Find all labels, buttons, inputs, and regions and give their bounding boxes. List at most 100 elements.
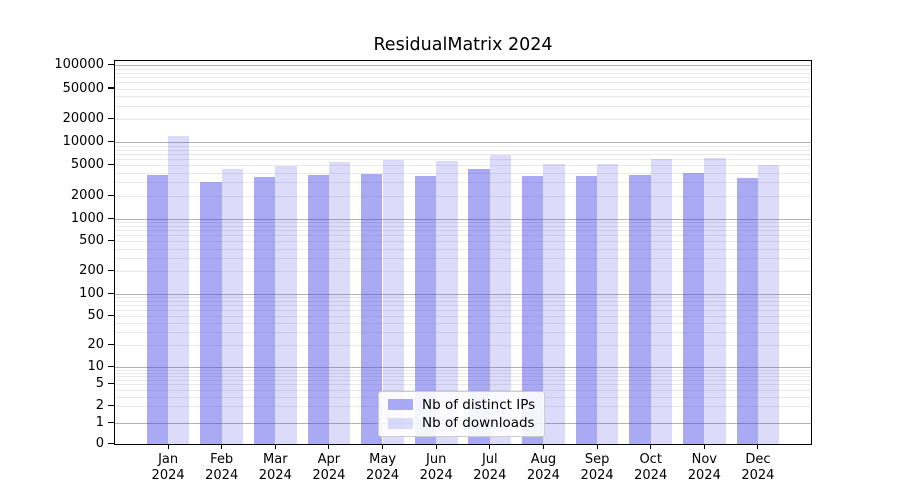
legend-label: Nb of downloads (422, 415, 535, 432)
y-tick-label: 5 (95, 376, 104, 391)
x-tick-label: May 2024 (366, 451, 400, 483)
x-tick-mark (167, 443, 169, 449)
grid-line-major (115, 293, 811, 295)
legend-item: Nb of distinct IPs (388, 397, 535, 413)
x-tick-mark (435, 443, 437, 449)
plot-inner (115, 61, 811, 444)
legend-item: Nb of downloads (388, 415, 535, 431)
grid-line-major (115, 142, 811, 143)
legend-swatch-downloads (388, 417, 413, 429)
x-tick-label: Dec 2024 (741, 451, 775, 483)
x-tick-label: Jul 2024 (473, 451, 507, 483)
y-tick-label: 10000 (62, 134, 104, 149)
grid-line-minor (115, 322, 811, 324)
grid-line-minor (115, 372, 811, 374)
bar-downloads (328, 162, 351, 444)
bar-distinct-ips (361, 173, 383, 444)
y-tick-mark (108, 240, 114, 242)
y-tick-label: 1 (95, 415, 104, 431)
x-tick-mark (757, 443, 759, 449)
grid-line-minor (115, 271, 811, 273)
grid-line-minor (115, 389, 811, 391)
bar-distinct-ips (522, 176, 544, 444)
x-tick-label: Sep 2024 (580, 451, 614, 483)
bar-distinct-ips (200, 182, 222, 444)
grid-line-minor (115, 68, 811, 70)
x-tick-mark (382, 443, 384, 449)
bar-downloads (543, 163, 565, 444)
grid-line-minor (115, 310, 811, 311)
y-tick-mark (108, 344, 114, 346)
grid-line-minor (115, 82, 811, 84)
y-tick-mark (108, 405, 114, 407)
bar-downloads (221, 169, 244, 444)
bar-downloads (436, 161, 458, 444)
bar-distinct-ips (307, 175, 329, 444)
grid-line-minor (115, 375, 811, 377)
x-tick-label: Jan 2024 (151, 451, 185, 483)
x-tick-mark (274, 443, 276, 449)
y-tick-mark (108, 140, 114, 143)
bar-downloads (650, 158, 673, 444)
grid-line-minor (115, 305, 811, 307)
x-tick-label: Mar 2024 (258, 451, 292, 483)
grid-line-minor (115, 315, 811, 317)
y-tick-label: 200 (79, 263, 104, 279)
bar-distinct-ips (629, 174, 651, 444)
grid-line-minor (115, 72, 811, 74)
grid-line-minor (115, 241, 811, 243)
y-tick-mark (108, 194, 114, 196)
grid-line-minor (115, 379, 811, 381)
x-tick-label: Jun 2024 (419, 451, 453, 483)
grid-line-major (115, 367, 811, 369)
bar-downloads (704, 158, 726, 444)
bar-distinct-ips (575, 176, 597, 444)
bar-distinct-ips (682, 173, 705, 444)
x-tick-mark (328, 443, 330, 449)
y-tick-label: 0 (95, 436, 104, 451)
grid-line-minor (115, 159, 811, 160)
bar-downloads (382, 159, 404, 444)
y-tick-label: 50000 (62, 80, 104, 96)
legend-swatch-distinct-ips (388, 399, 413, 411)
y-tick-label: 2 (95, 398, 104, 414)
grid-line-minor (115, 369, 811, 371)
bar-distinct-ips (253, 177, 276, 444)
y-tick-mark (108, 87, 114, 89)
x-tick-mark (650, 443, 652, 449)
bar-distinct-ips (468, 168, 490, 444)
grid-line-minor (115, 332, 811, 334)
bar-downloads (168, 136, 190, 444)
grid-line-major (115, 218, 811, 220)
y-tick-label: 500 (79, 233, 104, 249)
grid-line-minor (115, 222, 811, 224)
y-tick-mark (108, 382, 114, 385)
y-tick-label: 20 (87, 337, 104, 353)
bar-distinct-ips (414, 176, 437, 444)
bar-downloads (275, 166, 297, 444)
grid-line-minor (115, 77, 811, 79)
y-tick-mark (108, 217, 114, 219)
grid-line-minor (115, 300, 811, 302)
y-tick-mark (108, 422, 114, 424)
y-tick-label: 100 (79, 285, 104, 301)
y-tick-mark (108, 270, 114, 272)
x-tick-label: Aug 2024 (526, 451, 560, 483)
grid-line-minor (115, 149, 811, 151)
grid-line-minor (115, 119, 811, 120)
grid-line-minor (115, 248, 811, 250)
grid-line-minor (115, 95, 811, 97)
legend-label: Nb of distinct IPs (422, 396, 536, 413)
x-tick-label: Oct 2024 (634, 451, 668, 483)
grid-line-minor (115, 297, 811, 299)
grid-line-minor (115, 235, 811, 237)
grid-line-minor (115, 384, 811, 385)
x-tick-label: Nov 2024 (687, 451, 721, 483)
grid-line-minor (115, 88, 811, 90)
x-tick-mark (542, 443, 544, 449)
grid-line-minor (115, 165, 811, 167)
bar-downloads (489, 155, 512, 444)
plot-area (114, 60, 812, 445)
x-tick-mark (489, 443, 491, 449)
